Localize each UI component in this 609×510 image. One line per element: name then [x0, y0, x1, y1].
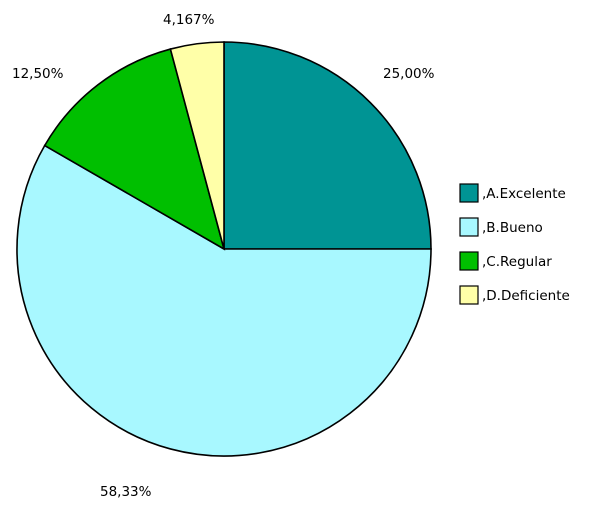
pie-slice-c-regular [43, 48, 226, 251]
legend-swatch-a-excelente [459, 183, 479, 203]
legend-swatch-d-deficiente [459, 285, 479, 305]
legend-swatch-b-bueno [459, 217, 479, 237]
legend-label-d-deficiente: ,D.Deficiente [482, 288, 570, 304]
value-label-c-regular: 12,50% [12, 66, 64, 82]
value-label-d-deficiente: 4,167% [163, 12, 215, 28]
legend-label-a-excelente: ,A.Excelente [482, 186, 566, 202]
legend-swatch-c-regular [459, 251, 479, 271]
pie-slice-d-deficiente [169, 41, 225, 250]
pie-value-labels: 25,00% 58,33% 12,50% 4,167% [12, 12, 435, 500]
legend-label-c-regular: ,C.Regular [482, 254, 552, 270]
legend-label-b-bueno: ,B.Bueno [482, 220, 543, 236]
pie-slices [16, 41, 432, 457]
value-label-b-bueno: 58,33% [100, 484, 152, 500]
legend: ,A.Excelente ,B.Bueno ,C.Regular ,D.Deficie… [459, 183, 570, 305]
pie-slice-a-excelente [223, 41, 432, 250]
pie-slice-b-bueno [16, 144, 432, 457]
value-label-a-excelente: 25,00% [383, 66, 435, 82]
